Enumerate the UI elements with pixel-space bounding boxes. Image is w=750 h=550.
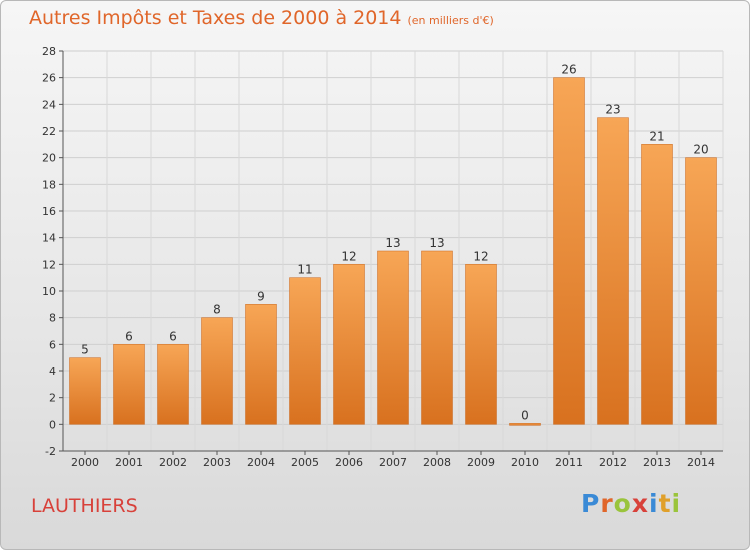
x-tick-label: 2010 <box>511 456 539 469</box>
data-label: 9 <box>257 289 265 303</box>
x-tick-label: 2014 <box>687 456 715 469</box>
x-tick-label: 2009 <box>467 456 495 469</box>
y-tick-label: 0 <box>49 418 56 431</box>
y-tick-label: 4 <box>49 365 56 378</box>
data-label: 23 <box>605 103 620 117</box>
x-tick-label: 2008 <box>423 456 451 469</box>
bar <box>465 264 497 425</box>
y-tick-label: 12 <box>42 258 56 271</box>
x-tick-label: 2007 <box>379 456 407 469</box>
bar <box>641 144 673 425</box>
bar <box>553 77 585 425</box>
bars <box>69 77 717 426</box>
bar <box>421 250 453 425</box>
data-label: 11 <box>297 263 312 277</box>
bar <box>333 264 365 425</box>
x-tick-label: 2002 <box>159 456 187 469</box>
bar <box>509 423 541 426</box>
y-tick-label: 18 <box>42 178 56 191</box>
data-label: 12 <box>473 249 488 263</box>
data-label: 6 <box>169 329 177 343</box>
logo-letter: P <box>581 489 601 518</box>
bar <box>69 357 101 425</box>
x-tick-label: 2006 <box>335 456 363 469</box>
x-tick-labels: 2000 2001 2002 2003 2004 2005 2006 2007 2008 2009… <box>71 456 715 469</box>
bar <box>113 344 145 425</box>
bar <box>245 304 277 425</box>
x-tick-label: 2005 <box>291 456 319 469</box>
logo-letter: i <box>671 489 682 518</box>
logo-letter: r <box>600 489 614 518</box>
y-tick-label: 14 <box>42 232 56 245</box>
y-tick-label: 8 <box>49 312 56 325</box>
axes <box>59 50 723 455</box>
x-tick-label: 2012 <box>599 456 627 469</box>
y-tick-label: 20 <box>42 152 56 165</box>
y-tick-label: 6 <box>49 338 56 351</box>
data-labels: 5 6 6 8 9 11 12 13 13 12 0 26 23 21 20 <box>81 63 708 423</box>
y-tick-label: 28 <box>42 45 56 58</box>
y-tick-label: 22 <box>42 125 56 138</box>
data-label: 20 <box>693 143 708 157</box>
data-label: 12 <box>341 249 356 263</box>
chart-title-line: Autres Impôts et Taxes de 2000 à 2014 (en… <box>29 7 494 29</box>
x-tick-label: 2000 <box>71 456 99 469</box>
data-label: 21 <box>649 129 664 143</box>
logo-letter: o <box>613 489 632 518</box>
logo-letter: t <box>658 489 672 518</box>
bar <box>685 157 717 425</box>
y-tick-label: 24 <box>42 98 56 111</box>
y-tick-label: -2 <box>45 445 56 458</box>
bar <box>377 250 409 425</box>
y-tick-label: 26 <box>42 72 56 85</box>
y-tick-label: 2 <box>49 392 56 405</box>
bar <box>289 277 321 425</box>
data-label: 8 <box>213 303 221 317</box>
data-label: 0 <box>521 408 529 422</box>
x-tick-label: 2004 <box>247 456 275 469</box>
x-tick-label: 2001 <box>115 456 143 469</box>
chart-title: Autres Impôts et Taxes de 2000 à 2014 <box>29 7 402 29</box>
x-tick-label: 2003 <box>203 456 231 469</box>
bar <box>201 317 233 425</box>
data-label: 5 <box>81 343 89 357</box>
y-tick-label: 16 <box>42 205 56 218</box>
logo-letter: i <box>649 489 659 518</box>
commune-name: LAUTHIERS <box>31 495 138 517</box>
data-label: 6 <box>125 329 133 343</box>
bar <box>157 344 189 425</box>
data-label: 13 <box>429 236 444 250</box>
x-tick-label: 2013 <box>643 456 671 469</box>
x-tick-label: 2011 <box>555 456 583 469</box>
bar <box>597 117 629 425</box>
data-label: 13 <box>385 236 400 250</box>
logo-letter: x <box>631 489 649 518</box>
y-tick-label: 10 <box>42 285 56 298</box>
data-label: 26 <box>561 63 576 77</box>
proxiti-logo: Proxiti <box>581 489 681 518</box>
chart-subtitle: (en milliers d'€) <box>407 14 494 27</box>
